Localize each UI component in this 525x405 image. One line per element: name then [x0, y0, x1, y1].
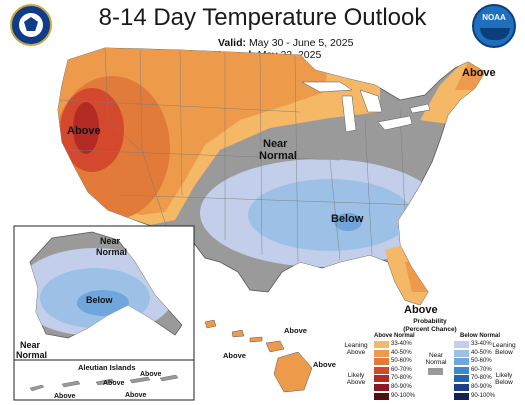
aleutian-label-above-2: Above: [103, 380, 125, 387]
legend-above-bin-label: 80-90%: [391, 384, 412, 390]
alaska-label-sw-near-2: Normal: [16, 350, 47, 360]
label-below: Below: [331, 213, 364, 225]
legend-likely-below-2: Below: [495, 379, 513, 386]
alaska-label-sw-near-1: Near: [20, 340, 41, 350]
hawaii-island-molokai: [249, 336, 263, 343]
page-title: 8-14 Day Temperature Outlook: [98, 4, 427, 31]
hawaii-island-maui: [265, 340, 285, 353]
valid-line: Valid: May 30 - June 5, 2025: [218, 37, 353, 49]
legend-above-header: Above Normal: [374, 333, 415, 339]
aleutian-islands: [29, 374, 179, 392]
legend-below-bin-label: 33-40%: [471, 341, 492, 347]
legend-below-bin-label: 40-50%: [471, 349, 492, 356]
northeast-above-40-50: [455, 58, 485, 90]
commerce-seal-logo: [10, 4, 52, 46]
legend-above-bin-label: 90-100%: [391, 392, 416, 399]
hawaii-label-above-1: Above: [284, 326, 307, 335]
legend-likely-above-2: Above: [346, 379, 366, 386]
legend-below-bin-swatch: [454, 341, 469, 348]
aleutian-label-above-3: Above: [140, 371, 162, 378]
below-40-50-area: [248, 179, 412, 251]
below-50-60-area: [334, 213, 362, 231]
legend-above-bin-swatch: [374, 375, 389, 383]
legend-near-normal-1: Near: [428, 352, 444, 359]
legend-leaning-above-1: Leaning: [344, 342, 368, 349]
legend-below-bin-swatch: [454, 384, 469, 391]
alaska-below-50-60: [77, 290, 129, 316]
legend-below-bin-swatch: [454, 349, 469, 357]
valid-label: Valid:: [218, 37, 247, 49]
aleutian-label-above-1: Above: [54, 393, 76, 400]
legend: Probability (Percent Chance) Above Norma…: [340, 318, 520, 404]
hawaii-label-above-3: Above: [313, 360, 336, 369]
conus-map: [57, 47, 486, 306]
legend-likely-above-1: Likely: [347, 372, 365, 379]
legend-above-bin-swatch: [374, 349, 389, 357]
legend-leaning-above-2: Above: [346, 349, 366, 356]
state-lines: [59, 48, 421, 263]
alaska-label-below: Below: [86, 295, 114, 305]
aleutian-title: Aleutian Islands: [78, 363, 136, 372]
legend-above-bin-swatch: [374, 384, 389, 391]
legend-above-bin-swatch: [374, 358, 389, 366]
noaa-logo-text: NOAA: [482, 13, 506, 22]
alaska-label-near-1: Near: [100, 236, 121, 246]
hawaii-inset: Above Above Above: [204, 319, 336, 393]
hawaii-label-above-2: Above: [223, 351, 246, 360]
valid-value: May 30 - June 5, 2025: [248, 37, 354, 49]
legend-leaning-below-2: Below: [495, 349, 513, 356]
above-70-80-area: [73, 102, 99, 154]
legend-below-bin-label: 80-90%: [471, 384, 492, 390]
label-near-normal-2: Normal: [259, 150, 297, 162]
legend-above-bin-swatch: [374, 366, 389, 374]
legend-above-bin-label: 33-40%: [391, 341, 412, 347]
label-above-northeast: Above: [462, 67, 496, 79]
label-near-normal-1: Near: [263, 138, 288, 150]
legend-above-bin-label: 70-80%: [391, 375, 412, 382]
legend-likely-below-1: Likely: [495, 372, 513, 379]
legend-below-bin-label: 60-70%: [471, 366, 492, 373]
legend-near-normal-2: Normal: [425, 359, 447, 366]
hawaii-island-kauai: [204, 319, 217, 329]
legend-above-bin-swatch: [374, 341, 389, 348]
legend-above-bin-label: 60-70%: [391, 366, 412, 373]
legend-below-bin-label: 90-100%: [471, 392, 496, 399]
alaska-label-near-2: Normal: [96, 247, 127, 257]
noaa-logo: NOAA: [472, 4, 516, 48]
label-above-florida: Above: [404, 304, 438, 316]
legend-below-bin-swatch: [454, 366, 469, 374]
aleutian-label-above-4: Above: [125, 392, 147, 399]
legend-above-bin-label: 40-50%: [391, 349, 412, 356]
legend-above-bin-label: 50-60%: [391, 358, 412, 365]
label-above-west: Above: [67, 125, 101, 137]
hawaii-island-oahu: [231, 329, 245, 338]
legend-title-2: (Percent Chance): [403, 326, 457, 333]
legend-below-header: Below Normal: [460, 333, 501, 339]
legend-below-bin-swatch: [454, 358, 469, 366]
legend-above-bin-swatch: [374, 392, 389, 400]
legend-below-bin-swatch: [454, 392, 469, 400]
legend-title-1: Probability: [413, 318, 447, 325]
legend-below-bin-label: 50-60%: [471, 358, 492, 365]
legend-below-bin-swatch: [454, 375, 469, 383]
legend-near-normal-swatch: [428, 368, 443, 375]
hawaii-island-big: [273, 351, 313, 393]
legend-leaning-below-1: Leaning: [492, 342, 516, 349]
legend-below-bin-label: 70-80%: [471, 375, 492, 382]
great-lakes: [301, 81, 431, 133]
alaska-inset: Near Normal Below Near Normal: [13, 225, 195, 361]
aleutian-inset: Aleutian Islands Above Above Above Above: [13, 359, 195, 401]
